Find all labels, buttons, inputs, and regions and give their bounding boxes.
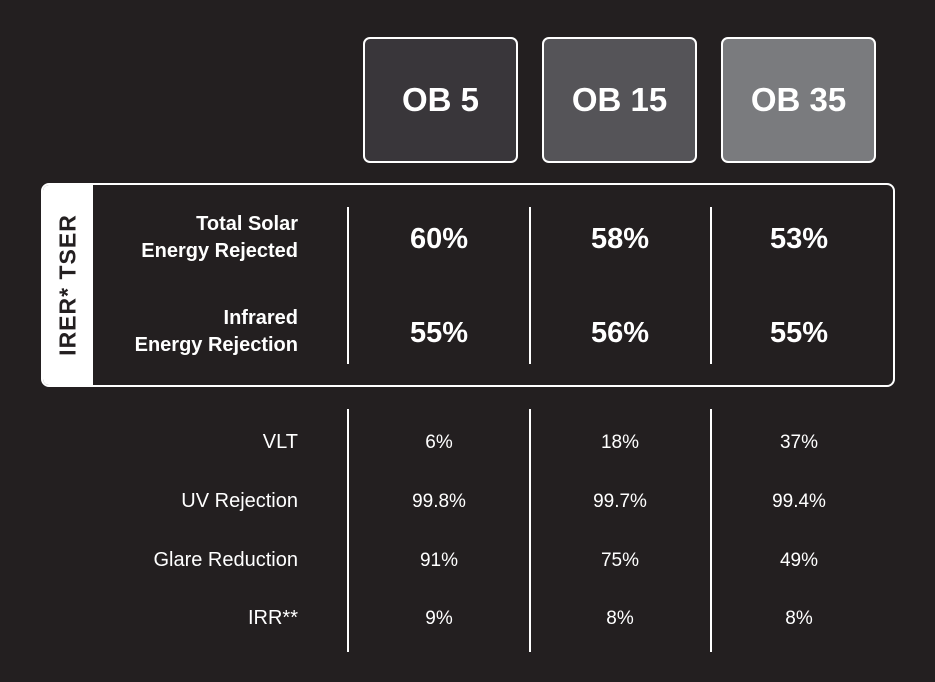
spec-label-uv-rejection: UV Rejection [181, 490, 298, 512]
tser-label: Total Solar Energy Rejected [141, 211, 298, 265]
column-divider [710, 409, 712, 652]
irer-label: Infrared Energy Rejection [135, 305, 298, 359]
spec-value: 18% [600, 432, 640, 453]
irer-value-ob15: 56% [590, 317, 650, 349]
spec-label-irr: IRR** [247, 607, 298, 629]
product-tile-ob35: OB 35 [721, 37, 876, 163]
product-name: OB 15 [571, 81, 668, 118]
spec-value: 99.7% [593, 491, 647, 512]
irer-value-ob35: 55% [769, 317, 829, 349]
spec-label-vlt: VLT [262, 431, 298, 453]
spec-label-glare-reduction: Glare Reduction [153, 549, 298, 571]
tser-value-ob5: 60% [409, 223, 469, 255]
tser-label-line1: Total Solar [196, 213, 298, 235]
product-tile-ob5: OB 5 [363, 37, 518, 163]
tser-label-line2: Energy Rejected [141, 240, 298, 262]
spec-value: 49% [779, 550, 819, 571]
side-label-text: IRER* TSER [54, 214, 81, 356]
product-name: OB 35 [750, 81, 847, 118]
irer-label-line2: Energy Rejection [134, 334, 298, 356]
column-divider [529, 409, 531, 652]
energy-rejection-box: IRER* TSER [41, 183, 895, 387]
side-label-bar: IRER* TSER [43, 185, 93, 385]
column-divider [710, 207, 712, 364]
spec-value: 91% [419, 550, 459, 571]
spec-value: 9% [425, 608, 453, 629]
tser-value-ob35: 53% [769, 223, 829, 255]
spec-value: 8% [785, 608, 813, 629]
spec-value: 75% [600, 550, 640, 571]
column-divider [529, 207, 531, 364]
column-divider [347, 207, 349, 364]
spec-value: 8% [606, 608, 634, 629]
spec-value: 99.4% [772, 491, 826, 512]
spec-value: 37% [779, 432, 819, 453]
product-name: OB 5 [401, 81, 480, 118]
irer-label-line1: Infrared [223, 307, 298, 329]
product-tile-ob15: OB 15 [542, 37, 697, 163]
irer-value-ob5: 55% [409, 317, 469, 349]
spec-value: 99.8% [412, 491, 466, 512]
spec-value: 6% [425, 432, 453, 453]
column-divider [347, 409, 349, 652]
tser-value-ob15: 58% [590, 223, 650, 255]
